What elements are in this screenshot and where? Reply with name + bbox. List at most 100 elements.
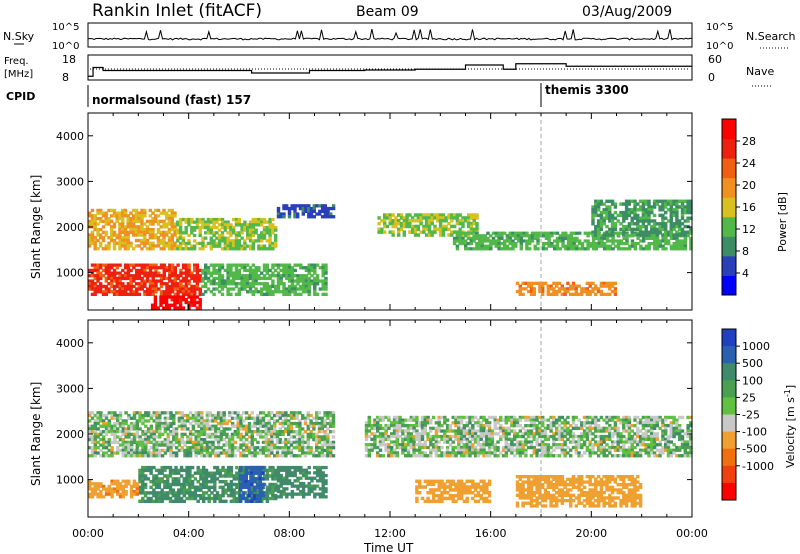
heatmap-cell [401,440,405,444]
heatmap-cell [529,432,534,436]
heatmap-cell [204,263,208,267]
heatmap-cell [501,445,506,450]
heatmap-cell [652,440,657,444]
heatmap-cell [591,289,595,294]
heatmap-cell [301,448,305,453]
heatmap-cell [647,445,651,450]
heatmap-cell [608,424,612,428]
heatmap-cell [151,292,155,296]
heatmap-cell [168,274,172,278]
heatmap-cell [661,239,665,243]
heatmap-cell [464,219,468,223]
heatmap-cell [448,454,453,458]
heatmap-cell [90,427,95,431]
heatmap-cell [236,446,240,450]
heatmap-cell [149,485,153,489]
heatmap-cell [678,432,682,436]
heatmap-cell [588,448,592,452]
heatmap-cell [655,244,660,248]
heatmap-cell [279,268,283,273]
heatmap-cell [270,411,274,415]
heatmap-cell [209,225,213,230]
heatmap-cell [178,217,183,222]
heatmap-cell [243,247,247,251]
heatmap-cell [507,415,511,420]
heatmap-cell [134,227,139,232]
heatmap-cell [508,234,512,238]
heatmap-cell [264,421,268,426]
heatmap-cell [287,209,292,213]
heatmap-cell [475,227,479,232]
heatmap-cell [652,230,657,234]
heatmap-cell [627,222,632,226]
heatmap-cell [237,292,241,296]
heatmap-cell [141,448,145,453]
heatmap-cell [461,224,465,229]
heatmap-cell [608,448,612,452]
heatmap-cell [596,222,601,226]
heatmap-cell [135,421,139,426]
heatmap-cell [261,448,266,453]
heatmap-cell [499,424,503,428]
heatmap-cell [451,415,455,420]
heatmap-cell [278,430,282,434]
heatmap-cell [423,454,427,458]
heatmap-cell [528,239,532,243]
heatmap-cell [312,451,316,455]
heatmap-cell [148,227,152,232]
heatmap-cell [307,206,311,211]
heatmap-cell [378,437,383,441]
heatmap-cell [613,202,618,206]
heatmap-cell [154,266,158,270]
heatmap-cell [118,214,122,218]
heatmap-cell [395,454,399,458]
heatmap-cell [170,225,174,229]
heatmap-cell [666,440,671,444]
heatmap-cell [234,244,239,248]
heatmap-cell [622,216,626,220]
heatmap-cell [220,225,225,230]
heatmap-cell [600,234,604,238]
heatmap-cell [285,266,289,270]
heatmap-cell [655,421,659,425]
heatmap-cell [219,416,224,420]
heatmap-cell [135,435,139,439]
heatmap-cell [364,426,369,430]
heatmap-cell [141,413,145,418]
heatmap-cell [115,292,119,296]
heatmap-cell [482,426,486,430]
cpid-program-2: themis 3300 [545,83,629,97]
heatmap-cell [331,413,336,418]
heatmap-cell [391,221,395,226]
heatmap-cell [200,430,204,434]
heatmap-cell [596,287,601,291]
heatmap-cell [549,434,553,439]
heatmap-cell [608,432,612,436]
heatmap-cell [608,451,612,455]
heatmap-cell [603,231,607,235]
heatmap-cell [178,233,183,238]
heatmap-cell [124,451,128,455]
heatmap-cell [146,287,150,291]
heatmap-cell [406,454,411,458]
heatmap-cell [197,443,201,447]
heatmap-cell [154,244,158,248]
heatmap-cell [254,223,258,227]
heatmap-cell [438,213,443,217]
heatmap-cell [169,416,173,420]
heatmap-cell [144,448,148,453]
heatmap-cell [624,202,629,206]
heatmap-cell [415,437,419,441]
heatmap-cell [107,287,111,291]
heatmap-cell [257,266,261,270]
heatmap-cell [664,437,668,441]
heatmap-cell [683,239,688,243]
heatmap-cell [101,292,106,296]
heatmap-cell [173,241,177,245]
heatmap-cell [650,224,654,229]
heatmap-cell [162,211,166,215]
heatmap-cell [408,221,412,226]
date-title: 03/Aug/2009 [582,4,672,20]
heatmap-cell [301,413,305,418]
heatmap-cell [104,266,108,270]
